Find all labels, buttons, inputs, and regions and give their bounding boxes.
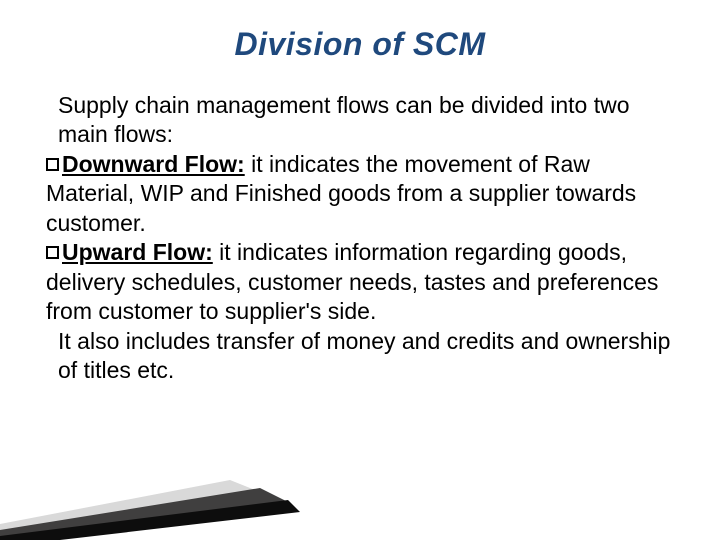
intro-text: Supply chain management flows can be div… <box>46 91 674 150</box>
extra-text: It also includes transfer of money and c… <box>46 327 674 386</box>
bullet-label-1: Downward Flow: <box>62 151 245 177</box>
square-bullet-icon <box>46 246 59 259</box>
square-bullet-icon <box>46 158 59 171</box>
bullet-item-2: Upward Flow: it indicates information re… <box>46 238 674 326</box>
corner-accent-icon <box>0 450 300 540</box>
slide-title: Division of SCM <box>46 26 674 63</box>
slide-body: Supply chain management flows can be div… <box>46 91 674 385</box>
slide: Division of SCM Supply chain management … <box>0 0 720 540</box>
bullet-label-2: Upward Flow: <box>62 239 213 265</box>
bullet-item-1: Downward Flow: it indicates the movement… <box>46 150 674 238</box>
